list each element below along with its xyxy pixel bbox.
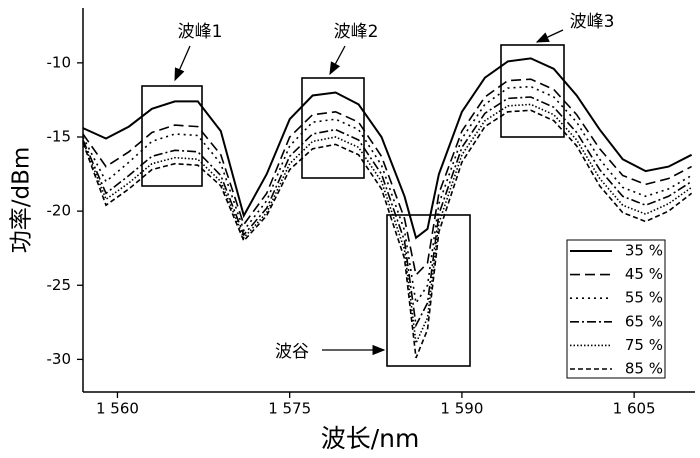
legend-label: 75 %	[625, 336, 663, 354]
annotation-arrow	[535, 29, 564, 43]
annotation-box	[500, 44, 565, 138]
x-tick-label: 1 560	[96, 400, 139, 418]
y-tick-label: -10	[47, 53, 72, 71]
x-tick-label: 1 575	[268, 400, 311, 418]
annotation-box	[141, 85, 203, 187]
line-series	[82, 78, 692, 277]
line-series	[82, 96, 693, 328]
x-axis-title: 波长/nm	[321, 424, 420, 453]
annotation: 波峰2	[334, 22, 379, 42]
annotation-arrow	[174, 45, 191, 82]
legend-label: 65 %	[625, 312, 663, 330]
y-tick-label: -25	[47, 276, 72, 294]
annotation-box	[301, 77, 365, 179]
legend-label: 45 %	[625, 265, 663, 283]
line-series	[82, 109, 693, 359]
y-tick-label: -30	[47, 350, 72, 368]
y-tick-label: -15	[47, 127, 72, 145]
annotation-arrow	[329, 45, 346, 76]
legend-box	[566, 239, 666, 379]
y-axis-title: 功率/dBm	[9, 147, 35, 254]
legend-label: 35 %	[625, 242, 663, 260]
line-series	[82, 85, 693, 306]
legend-label: 55 %	[625, 289, 663, 307]
annotation: 波峰3	[570, 12, 615, 32]
annotation: 波谷	[275, 342, 309, 362]
line-series	[82, 57, 693, 240]
x-tick-label: 1 590	[440, 400, 483, 418]
annotation: 波峰1	[178, 22, 223, 42]
y-tick-label: -20	[47, 202, 72, 220]
x-tick-label: 1 605	[613, 400, 656, 418]
annotation-box	[386, 214, 471, 367]
legend-label: 85 %	[625, 360, 663, 378]
